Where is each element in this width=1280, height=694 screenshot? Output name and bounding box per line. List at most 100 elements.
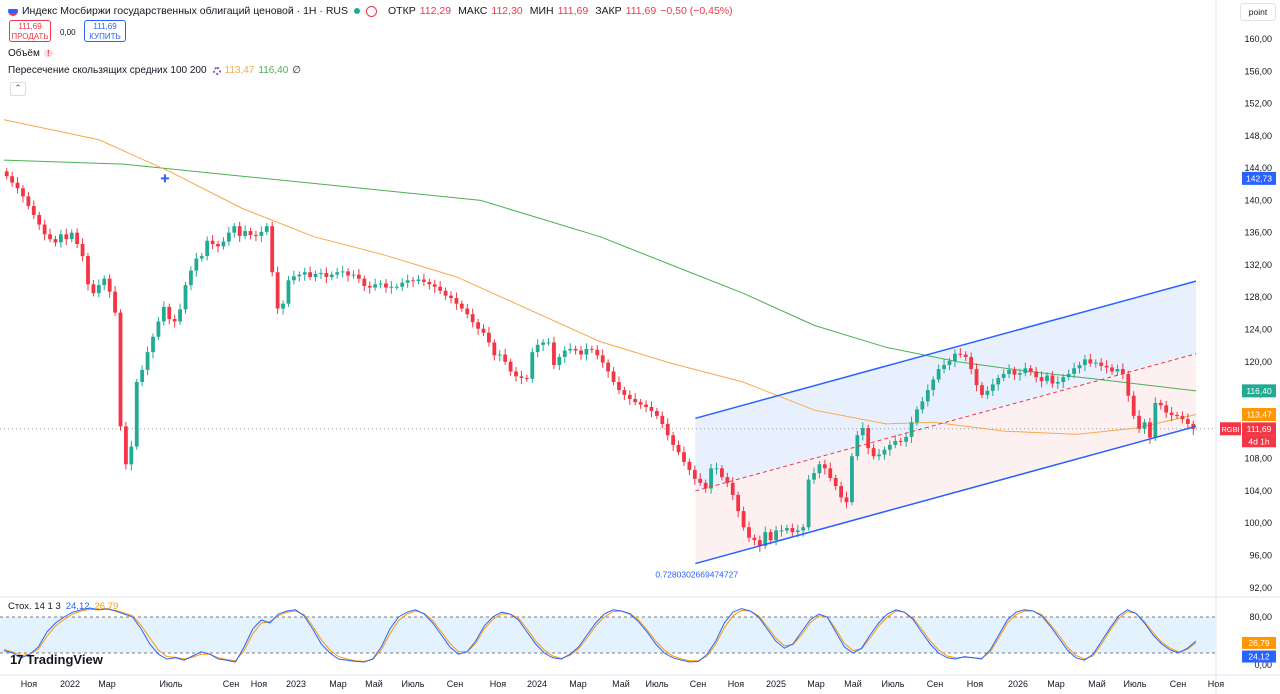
candle-down xyxy=(600,355,605,363)
candle-down xyxy=(839,486,844,498)
time-axis-label: Сен xyxy=(223,679,240,689)
candle-up xyxy=(140,369,145,382)
volume-indicator-row[interactable]: Объём ! xyxy=(8,48,53,59)
candle-up xyxy=(232,226,237,233)
candle-down xyxy=(671,435,676,445)
candle-up xyxy=(1083,359,1087,366)
candle-down xyxy=(552,342,556,366)
candle-up xyxy=(1007,369,1011,374)
candle-down xyxy=(432,284,437,287)
candle-up xyxy=(199,256,204,259)
candle-up xyxy=(189,270,193,286)
candle-down xyxy=(676,444,681,453)
price-tag: 111,69 xyxy=(1247,424,1272,434)
candle-down xyxy=(308,272,313,278)
candle-up xyxy=(812,473,816,480)
candle-down xyxy=(503,354,508,362)
spread-value: 0,00 xyxy=(60,28,76,37)
candle-up xyxy=(1061,377,1066,382)
stoch-d-value: 26,79 xyxy=(94,601,119,612)
candle-down xyxy=(638,402,643,405)
candle-down xyxy=(703,482,708,489)
stoch-k-line xyxy=(3,607,1197,663)
candle-down xyxy=(1158,402,1163,406)
warning-icon[interactable]: ! xyxy=(43,49,53,58)
candle-down xyxy=(1175,415,1179,417)
candle-up xyxy=(69,232,74,240)
candle-down xyxy=(1099,362,1104,366)
candle-up xyxy=(584,348,589,355)
candles-group xyxy=(4,168,1196,552)
low-value: 111,69 xyxy=(557,5,589,17)
candle-down xyxy=(26,196,31,207)
candle-down xyxy=(422,279,426,282)
candle-down xyxy=(844,497,849,503)
candle-up xyxy=(243,231,248,236)
sell-button[interactable]: 111,69 ПРОДАТЬ xyxy=(9,20,51,42)
candle-down xyxy=(48,234,52,240)
price-tag: 142,73 xyxy=(1246,173,1272,183)
candle-down xyxy=(611,371,616,382)
collapse-legend-button[interactable]: ⌃ xyxy=(10,82,26,96)
candle-down xyxy=(1039,377,1044,382)
time-axis-label: Ноя xyxy=(1208,679,1225,689)
market-status-icon xyxy=(354,8,361,14)
candle-up xyxy=(942,365,946,370)
buy-button[interactable]: 111,69 КУПИТЬ xyxy=(84,20,126,42)
indicator-loading-icon xyxy=(212,66,221,75)
time-axis-label: 2024 xyxy=(527,679,547,689)
stoch-label: Стох. 14 1 3 xyxy=(8,601,61,612)
time-axis-label: Июль xyxy=(882,679,905,689)
candle-up xyxy=(763,532,768,546)
candle-down xyxy=(1012,369,1017,375)
stoch-band-fill xyxy=(0,617,1216,653)
close-label: ЗАКР xyxy=(595,5,622,17)
candle-down xyxy=(519,376,524,378)
channel-annotation: 0.7280302669474727 xyxy=(655,570,738,580)
candle-down xyxy=(720,468,724,478)
price-scale-mode-button[interactable]: point xyxy=(1240,3,1276,21)
alert-icon[interactable] xyxy=(366,5,378,17)
candle-up xyxy=(779,530,784,532)
price-tag-bg xyxy=(1242,384,1276,398)
candle-up xyxy=(400,282,405,287)
candle-down xyxy=(53,239,58,243)
candle-down xyxy=(508,361,513,372)
candle-up xyxy=(1115,369,1120,372)
candle-down xyxy=(118,312,123,427)
ma100-value: 113,47 xyxy=(224,65,255,76)
stoch-legend[interactable]: Стох. 14 1 3 24,12 26,79 xyxy=(8,601,118,612)
candle-up xyxy=(985,390,990,395)
price-axis-bg xyxy=(1216,0,1280,694)
logo-text: TradingView xyxy=(26,652,103,667)
candle-up xyxy=(557,356,562,366)
price-axis-tick: 128,00 xyxy=(1244,292,1272,302)
candle-down xyxy=(898,440,903,442)
candle-down xyxy=(1131,395,1136,416)
candle-up xyxy=(541,342,546,345)
candle-up xyxy=(855,435,860,457)
price-axis-tick: 144,00 xyxy=(1244,163,1272,173)
candle-down xyxy=(1028,368,1033,372)
price-axis-tick: 124,00 xyxy=(1244,325,1272,335)
candle-up xyxy=(58,234,63,243)
candle-down xyxy=(4,171,9,177)
symbol-title[interactable]: Индекс Мосбиржи государственных облигаци… xyxy=(22,5,349,17)
ma-cross-indicator-row[interactable]: Пересечение скользящих средних 100 200 1… xyxy=(8,65,301,76)
price-axis-tick: 120,00 xyxy=(1244,357,1272,367)
high-value: 112,30 xyxy=(491,5,523,17)
tradingview-logo[interactable]: 17 TradingView xyxy=(10,652,103,667)
time-axis-label: Ноя xyxy=(967,679,984,689)
candle-down xyxy=(589,348,594,350)
time-axis-label: Мар xyxy=(807,679,825,689)
time-axis-label: Июль xyxy=(1124,679,1147,689)
candle-up xyxy=(145,352,150,370)
candle-down xyxy=(216,243,220,247)
time-axis-label: Ноя xyxy=(490,679,507,689)
sell-price: 111,69 xyxy=(18,22,42,31)
candle-up xyxy=(785,528,789,531)
time-axis-label: Мар xyxy=(329,679,347,689)
stoch-axis-tick: 0,00 xyxy=(1254,660,1272,670)
price-tag-bg xyxy=(1242,407,1276,421)
